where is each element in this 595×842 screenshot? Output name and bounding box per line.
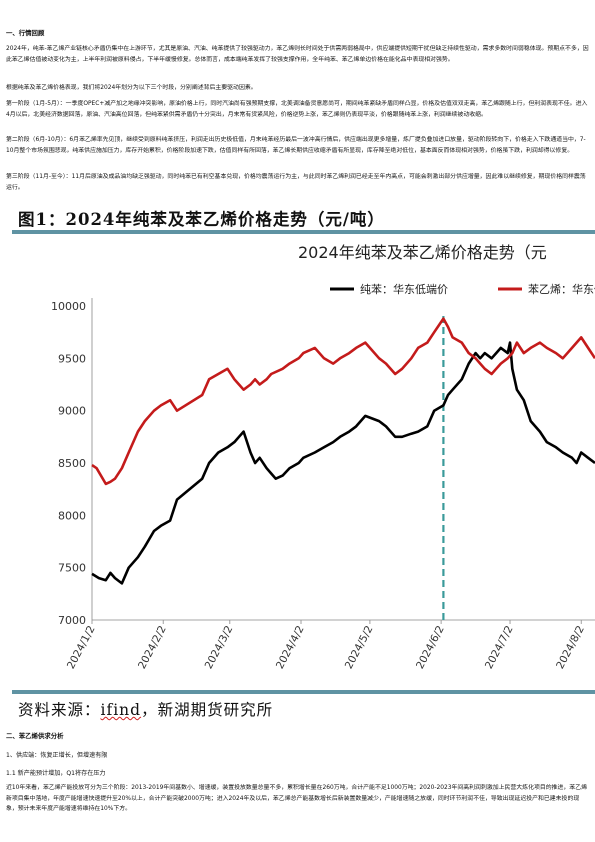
paragraph-phase-2: 第二阶段（6月-10月）：6月苯乙烯率先见顶，继续受到原料纯苯挤压，利润走出历史… bbox=[6, 137, 586, 154]
paragraph-phase-3: 第三阶段（11月-至今）：11月后原油及成品油均缺乏强驱动，同时纯苯已有利空基本… bbox=[6, 174, 586, 191]
figure-caption-text: 2024年纯苯及苯乙烯价格走势（元/吨） bbox=[65, 210, 385, 229]
y-tick-label: 8000 bbox=[58, 509, 86, 522]
x-tick-label: 2024/6/2 bbox=[414, 624, 447, 671]
y-tick-label: 9000 bbox=[58, 405, 86, 418]
paragraph-overview: 2024年，纯苯-苯乙烯产业链核心矛盾仍集中在上游环节，尤其是原油、汽油、纯苯提… bbox=[6, 46, 589, 63]
x-tick-label: 2024/8/2 bbox=[554, 624, 587, 671]
y-tick-label: 9500 bbox=[58, 352, 86, 365]
x-tick-label: 2024/1/2 bbox=[65, 624, 98, 671]
y-tick-label: 10000 bbox=[51, 300, 86, 313]
figure-source-prefix: 资料来源： bbox=[18, 701, 101, 719]
price-chart: 2024年纯苯及苯乙烯价格走势（元纯苯：华东低端价 苯乙烯：华东低端价 7000 75… bbox=[51, 243, 595, 671]
paragraph-phase-1: 第一阶段（1月-5月）：一季度OPEC+减产加之地缘冲突影响，原油价格上行，同时… bbox=[6, 101, 588, 118]
legend-label-1: 纯苯：华东低端价 bbox=[360, 282, 448, 296]
series-line-1 bbox=[91, 341, 595, 585]
figure-caption: 图1：2024年纯苯及苯乙烯价格走势（元/吨） bbox=[18, 206, 385, 230]
y-tick-label: 7500 bbox=[58, 562, 86, 575]
figure-source-ifind: ifind bbox=[100, 701, 142, 719]
x-tick-label: 2024/7/2 bbox=[483, 624, 516, 671]
paragraph-capacity: 近10年来看，苯乙烯产能投放可分为三个阶段：2013-2019年间基数小、增速缓… bbox=[6, 785, 587, 812]
figure-source: 资料来源：ifind，新湖期货研究所 bbox=[18, 698, 273, 720]
legend-label-2: 苯乙烯：华东低端价 bbox=[528, 282, 595, 296]
subheading-capacity: 1.1 新产能预计增加，Q1将存在压力 bbox=[6, 770, 106, 777]
subheading-supply: 1、供应端：恢复正增长，但增速有限 bbox=[6, 752, 108, 759]
y-tick-label: 8500 bbox=[58, 457, 86, 470]
paragraph-phase-intro: 根据纯苯及苯乙烯价格表现，我们将2024年划分为以下三个时段，分别阐述背后主要驱… bbox=[6, 85, 257, 91]
x-tick-label: 2024/2/2 bbox=[136, 624, 169, 671]
figure-bottom-rule bbox=[12, 690, 595, 694]
section-heading-review: 一、行情回顾 bbox=[6, 29, 45, 37]
section-heading-supply-demand: 二、苯乙烯供求分析 bbox=[6, 732, 64, 740]
figure-source-suffix: ，新湖期货研究所 bbox=[141, 701, 274, 719]
x-tick-label: 2024/5/2 bbox=[343, 624, 376, 671]
figure-caption-prefix: 图1： bbox=[18, 210, 66, 229]
x-tick-label: 2024/3/2 bbox=[203, 624, 236, 671]
series-line-2 bbox=[91, 317, 595, 486]
figure-top-rule bbox=[12, 230, 595, 234]
chart-title: 2024年纯苯及苯乙烯价格走势（元 bbox=[298, 243, 547, 262]
y-tick-label: 7000 bbox=[58, 614, 86, 627]
x-tick-label: 2024/4/2 bbox=[274, 624, 307, 671]
